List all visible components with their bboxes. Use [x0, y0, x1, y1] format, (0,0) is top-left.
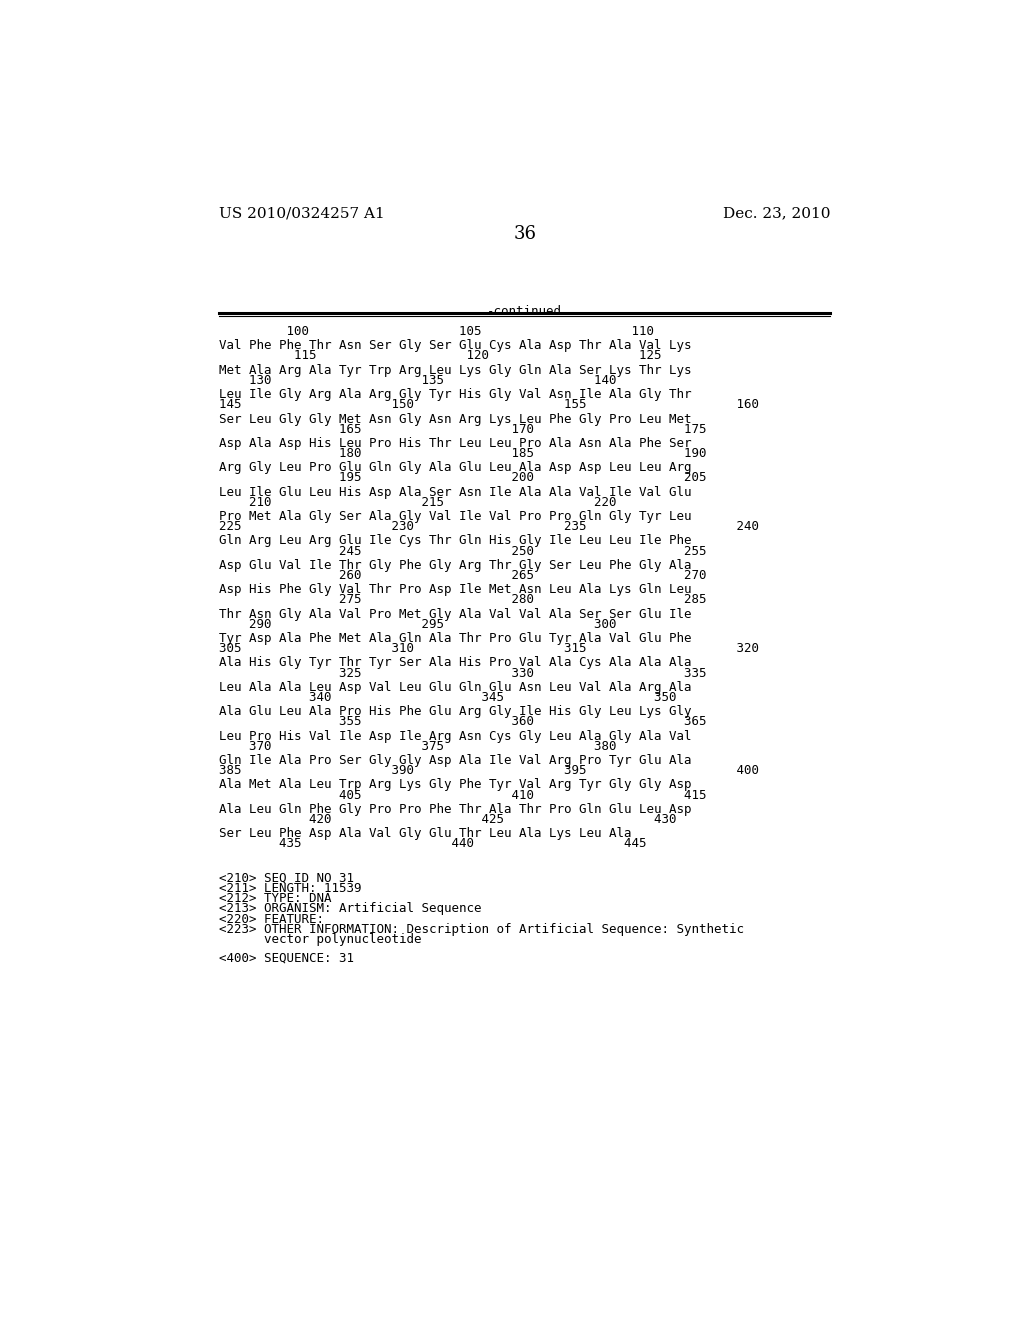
Text: <212> TYPE: DNA: <212> TYPE: DNA — [219, 892, 332, 906]
Text: <223> OTHER INFORMATION: Description of Artificial Sequence: Synthetic: <223> OTHER INFORMATION: Description of … — [219, 923, 744, 936]
Text: 340                    345                    350: 340 345 350 — [219, 690, 677, 704]
Text: 325                    330                    335: 325 330 335 — [219, 667, 707, 680]
Text: Met Ala Arg Ala Tyr Trp Arg Leu Lys Gly Gln Ala Ser Lys Thr Lys: Met Ala Arg Ala Tyr Trp Arg Leu Lys Gly … — [219, 364, 692, 376]
Text: Val Phe Phe Thr Asn Ser Gly Ser Glu Cys Ala Asp Thr Ala Val Lys: Val Phe Phe Thr Asn Ser Gly Ser Glu Cys … — [219, 339, 692, 352]
Text: 370                    375                    380: 370 375 380 — [219, 739, 616, 752]
Text: Leu Pro His Val Ile Asp Ile Arg Asn Cys Gly Leu Ala Gly Ala Val: Leu Pro His Val Ile Asp Ile Arg Asn Cys … — [219, 730, 692, 743]
Text: Arg Gly Leu Pro Glu Gln Gly Ala Glu Leu Ala Asp Asp Leu Leu Arg: Arg Gly Leu Pro Glu Gln Gly Ala Glu Leu … — [219, 461, 692, 474]
Text: Leu Ile Glu Leu His Asp Ala Ser Asn Ile Ala Ala Val Ile Val Glu: Leu Ile Glu Leu His Asp Ala Ser Asn Ile … — [219, 486, 692, 499]
Text: Asp Glu Val Ile Thr Gly Phe Gly Arg Thr Gly Ser Leu Phe Gly Ala: Asp Glu Val Ile Thr Gly Phe Gly Arg Thr … — [219, 558, 692, 572]
Text: 180                    185                    190: 180 185 190 — [219, 447, 707, 461]
Text: Gln Arg Leu Arg Glu Ile Cys Thr Gln His Gly Ile Leu Leu Ile Phe: Gln Arg Leu Arg Glu Ile Cys Thr Gln His … — [219, 535, 692, 548]
Text: 210                    215                    220: 210 215 220 — [219, 496, 616, 508]
Text: Ala Met Ala Leu Trp Arg Lys Gly Phe Tyr Val Arg Tyr Gly Gly Asp: Ala Met Ala Leu Trp Arg Lys Gly Phe Tyr … — [219, 779, 692, 792]
Text: <400> SEQUENCE: 31: <400> SEQUENCE: 31 — [219, 952, 354, 964]
Text: <220> FEATURE:: <220> FEATURE: — [219, 912, 325, 925]
Text: 195                    200                    205: 195 200 205 — [219, 471, 707, 484]
Text: Ala Leu Gln Phe Gly Pro Pro Phe Thr Ala Thr Pro Gln Glu Leu Asp: Ala Leu Gln Phe Gly Pro Pro Phe Thr Ala … — [219, 803, 692, 816]
Text: 165                    170                    175: 165 170 175 — [219, 422, 707, 436]
Text: vector polynucleotide: vector polynucleotide — [219, 933, 422, 946]
Text: Dec. 23, 2010: Dec. 23, 2010 — [723, 206, 830, 220]
Text: 225                    230                    235                    240: 225 230 235 240 — [219, 520, 759, 533]
Text: US 2010/0324257 A1: US 2010/0324257 A1 — [219, 206, 385, 220]
Text: 36: 36 — [513, 226, 537, 243]
Text: 260                    265                    270: 260 265 270 — [219, 569, 707, 582]
Text: 145                    150                    155                    160: 145 150 155 160 — [219, 399, 759, 412]
Text: 100                    105                    110: 100 105 110 — [219, 325, 654, 338]
Text: <210> SEQ ID NO 31: <210> SEQ ID NO 31 — [219, 873, 354, 884]
Text: Ala Glu Leu Ala Pro His Phe Glu Arg Gly Ile His Gly Leu Lys Gly: Ala Glu Leu Ala Pro His Phe Glu Arg Gly … — [219, 705, 692, 718]
Text: Thr Asn Gly Ala Val Pro Met Gly Ala Val Val Ala Ser Ser Glu Ile: Thr Asn Gly Ala Val Pro Met Gly Ala Val … — [219, 607, 692, 620]
Text: Ser Leu Phe Asp Ala Val Gly Glu Thr Leu Ala Lys Leu Ala: Ser Leu Phe Asp Ala Val Gly Glu Thr Leu … — [219, 828, 632, 841]
Text: 290                    295                    300: 290 295 300 — [219, 618, 616, 631]
Text: 245                    250                    255: 245 250 255 — [219, 545, 707, 557]
Text: Leu Ala Ala Leu Asp Val Leu Glu Gln Glu Asn Leu Val Ala Arg Ala: Leu Ala Ala Leu Asp Val Leu Glu Gln Glu … — [219, 681, 692, 694]
Text: Asp His Phe Gly Val Thr Pro Asp Ile Met Asn Leu Ala Lys Gln Leu: Asp His Phe Gly Val Thr Pro Asp Ile Met … — [219, 583, 692, 597]
Text: <213> ORGANISM: Artificial Sequence: <213> ORGANISM: Artificial Sequence — [219, 903, 481, 915]
Text: 115                    120                    125: 115 120 125 — [219, 350, 662, 363]
Text: <211> LENGTH: 11539: <211> LENGTH: 11539 — [219, 882, 361, 895]
Text: 355                    360                    365: 355 360 365 — [219, 715, 707, 729]
Text: Asp Ala Asp His Leu Pro His Thr Leu Leu Pro Ala Asn Ala Phe Ser: Asp Ala Asp His Leu Pro His Thr Leu Leu … — [219, 437, 692, 450]
Text: 130                    135                    140: 130 135 140 — [219, 374, 616, 387]
Text: Gln Ile Ala Pro Ser Gly Gly Asp Ala Ile Val Arg Pro Tyr Glu Ala: Gln Ile Ala Pro Ser Gly Gly Asp Ala Ile … — [219, 754, 692, 767]
Text: 275                    280                    285: 275 280 285 — [219, 594, 707, 606]
Text: 420                    425                    430: 420 425 430 — [219, 813, 677, 826]
Text: 435                    440                    445: 435 440 445 — [219, 837, 647, 850]
Text: Leu Ile Gly Arg Ala Arg Gly Tyr His Gly Val Asn Ile Ala Gly Thr: Leu Ile Gly Arg Ala Arg Gly Tyr His Gly … — [219, 388, 692, 401]
Text: 405                    410                    415: 405 410 415 — [219, 788, 707, 801]
Text: Tyr Asp Ala Phe Met Ala Gln Ala Thr Pro Glu Tyr Ala Val Glu Phe: Tyr Asp Ala Phe Met Ala Gln Ala Thr Pro … — [219, 632, 692, 645]
Text: Ser Leu Gly Gly Met Asn Gly Asn Arg Lys Leu Phe Gly Pro Leu Met: Ser Leu Gly Gly Met Asn Gly Asn Arg Lys … — [219, 412, 692, 425]
Text: Ala His Gly Tyr Thr Tyr Ser Ala His Pro Val Ala Cys Ala Ala Ala: Ala His Gly Tyr Thr Tyr Ser Ala His Pro … — [219, 656, 692, 669]
Text: 385                    390                    395                    400: 385 390 395 400 — [219, 764, 759, 777]
Text: Pro Met Ala Gly Ser Ala Gly Val Ile Val Pro Pro Gln Gly Tyr Leu: Pro Met Ala Gly Ser Ala Gly Val Ile Val … — [219, 510, 692, 523]
Text: -continued: -continued — [487, 305, 562, 318]
Text: 305                    310                    315                    320: 305 310 315 320 — [219, 643, 759, 655]
